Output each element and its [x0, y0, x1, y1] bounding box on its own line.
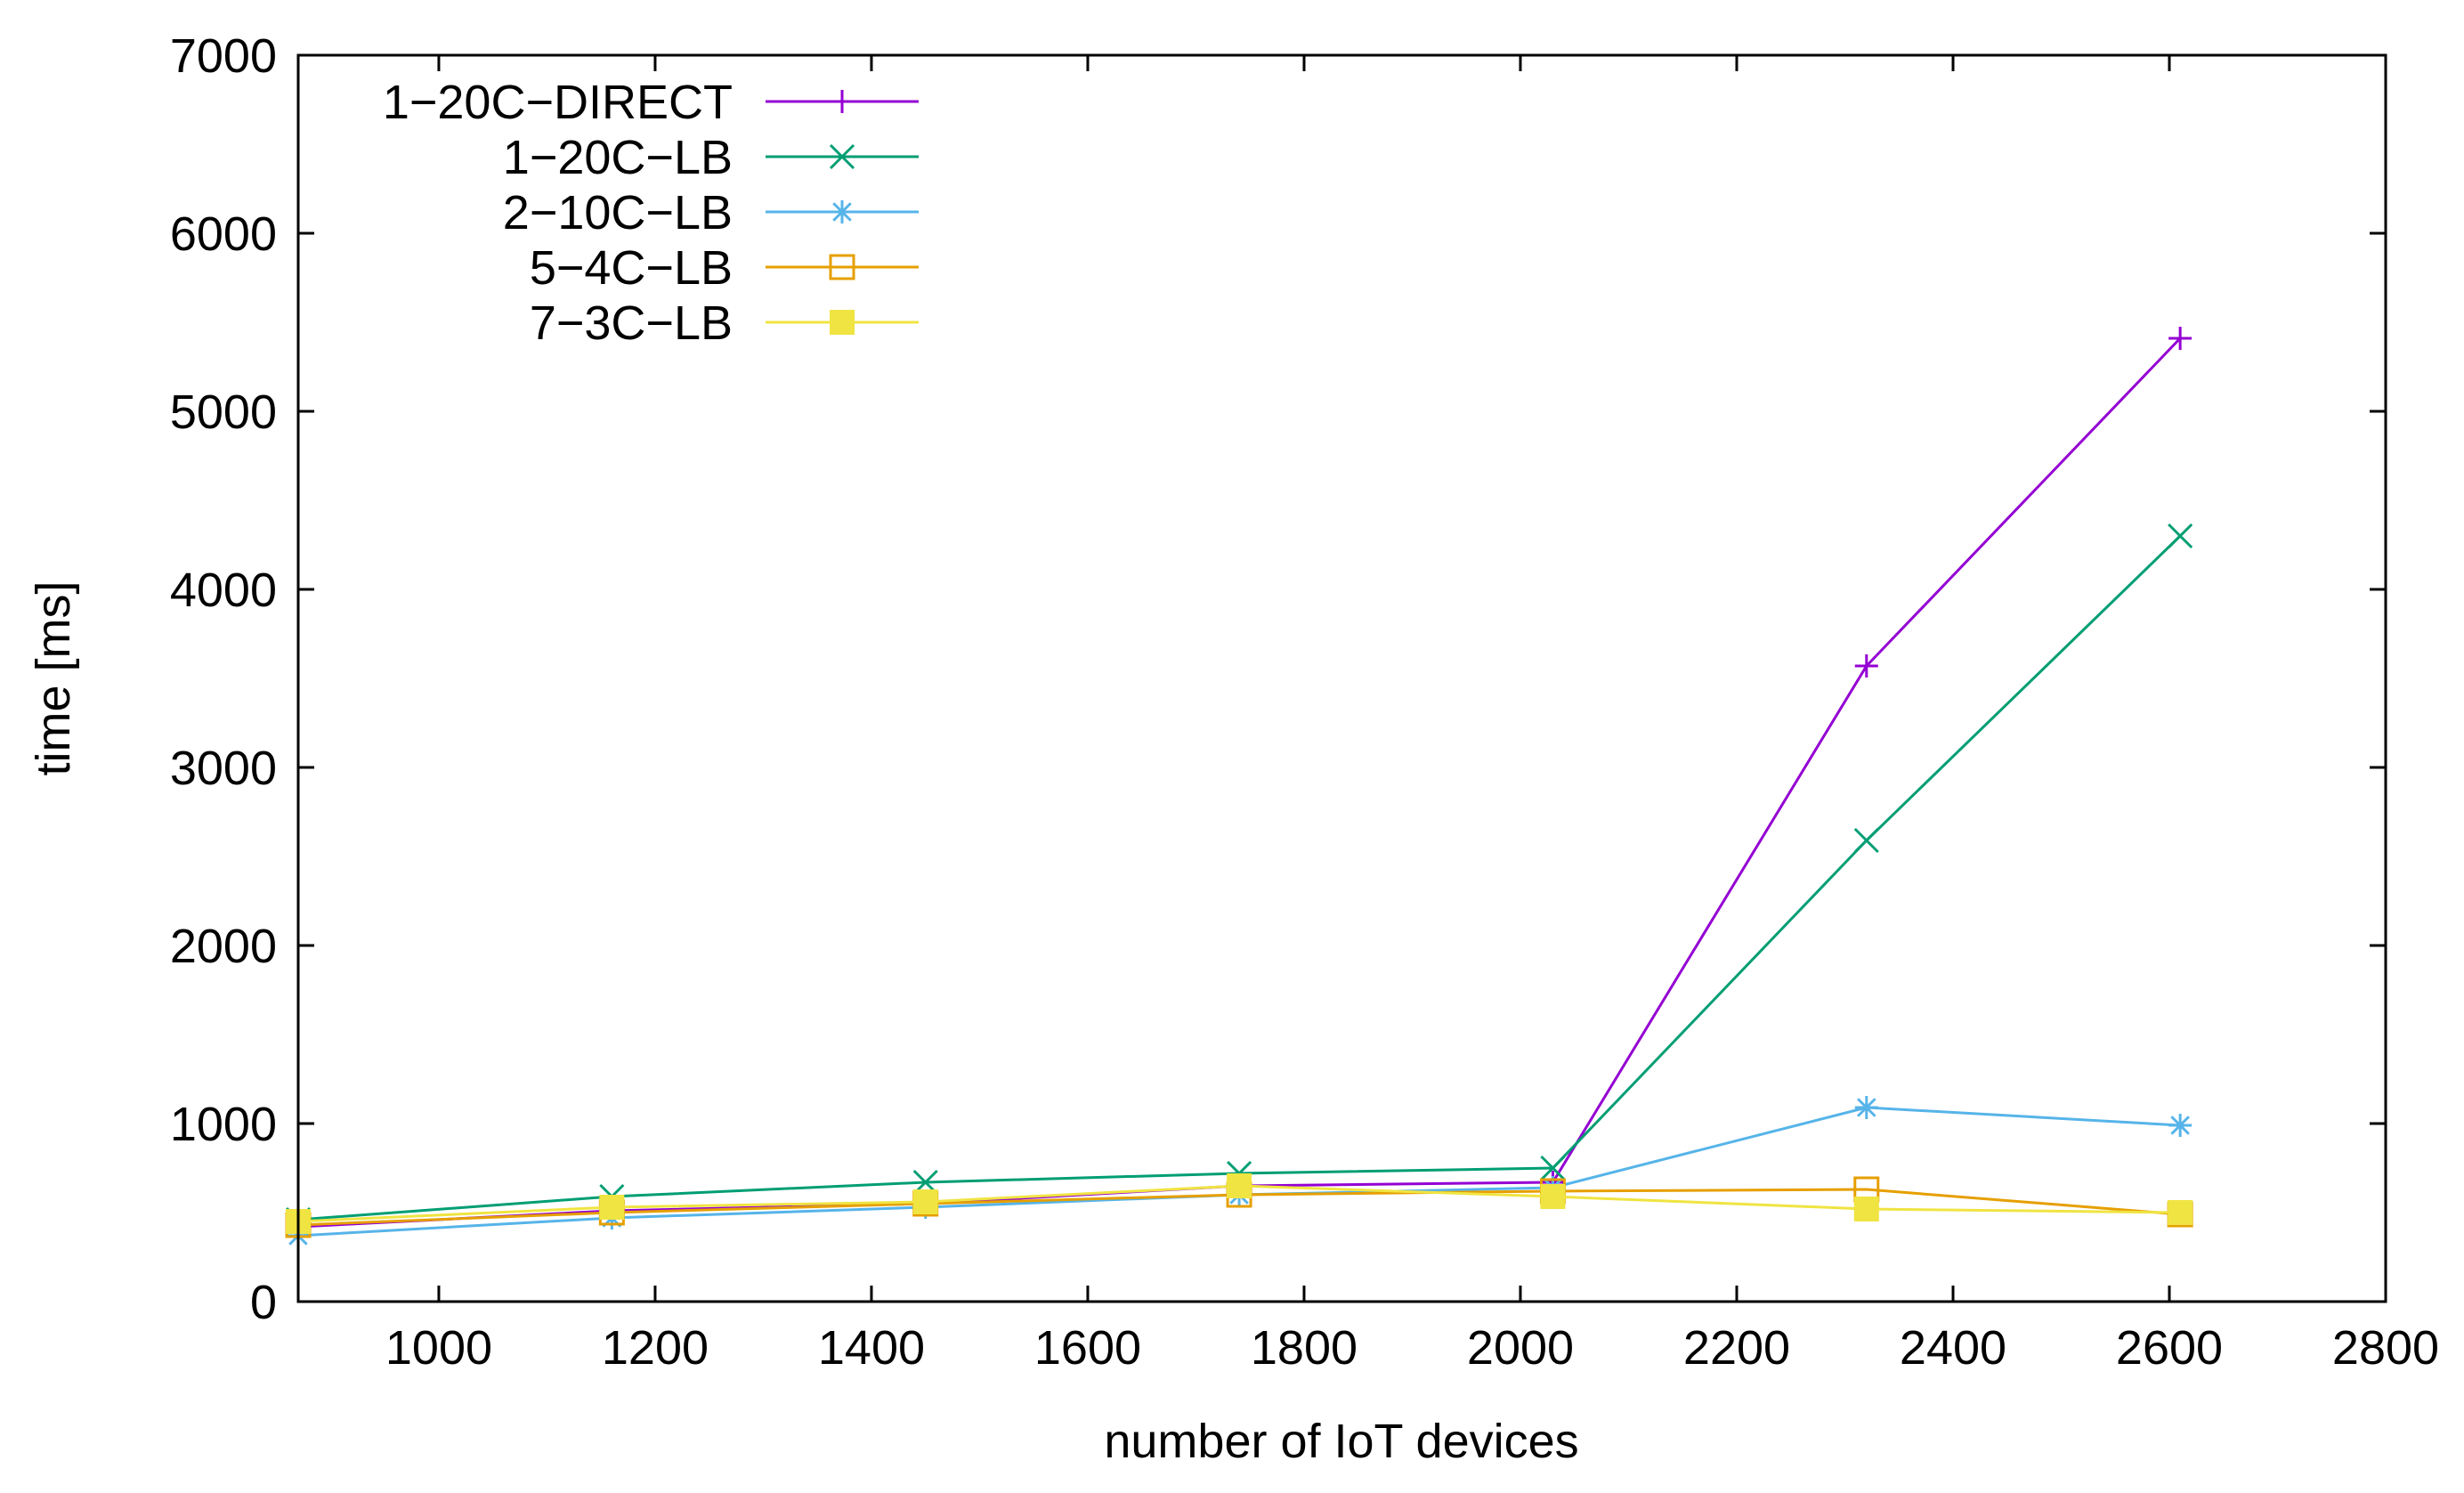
data-point: [1854, 654, 1878, 678]
series-5: [286, 1173, 2193, 1234]
data-point: [2168, 523, 2193, 549]
plot-frame: [296, 53, 2387, 1303]
legend-label: 1−20C−DIRECT: [383, 76, 733, 129]
y-tick-label: 6000: [170, 207, 277, 261]
y-tick-label: 7000: [170, 29, 277, 83]
legend-marker: [829, 143, 855, 170]
series-line: [297, 534, 2182, 1221]
data-point: [1540, 1155, 1566, 1181]
legend-marker: [829, 254, 855, 280]
x-tick-label: 2600: [2116, 1321, 2223, 1375]
axis-ticks: 0 1000 2000 3000 4000 5000 6000 7000 1000 1200 140…: [170, 29, 2439, 1375]
legend-label: 7−3C−LB: [530, 296, 733, 350]
legend-label: 2−10C−LB: [503, 186, 733, 239]
data-point: [1853, 827, 1879, 854]
data-point: [1540, 1184, 1566, 1209]
x-tick-label: 1000: [385, 1321, 492, 1375]
x-tick-label: 1200: [602, 1321, 709, 1375]
y-tick-label: 5000: [170, 385, 277, 439]
y-axis-label: time [ms]: [27, 580, 80, 775]
data-point: [2168, 1114, 2192, 1137]
data-point: [599, 1195, 625, 1220]
x-tick-label: 2400: [1900, 1321, 2006, 1375]
data-point: [1854, 1096, 1878, 1119]
x-tick-label: 2200: [1683, 1321, 1790, 1375]
legend: 1−20C−DIRECT1−20C−LB2−10C−LB5−4C−LB7−3C−…: [383, 76, 919, 350]
x-tick-label: 1800: [1251, 1321, 1358, 1375]
series-1: [287, 327, 2192, 1238]
x-axis-label: number of IoT devices: [1104, 1415, 1578, 1468]
y-tick-label: 4000: [170, 564, 277, 617]
data-point: [2168, 1200, 2193, 1225]
series-line: [297, 337, 2182, 1229]
legend-label: 1−20C−LB: [503, 131, 733, 184]
legend-marker: [831, 200, 854, 223]
y-tick-label: 2000: [170, 920, 277, 973]
legend-label: 5−4C−LB: [530, 241, 733, 295]
x-tick-label: 1600: [1034, 1321, 1141, 1375]
x-tick-label: 1400: [818, 1321, 925, 1375]
data-point: [1853, 1197, 1879, 1221]
data-point: [2168, 327, 2192, 350]
series-layer: [285, 327, 2193, 1247]
legend-marker: [831, 90, 854, 113]
y-tick-label: 0: [250, 1276, 277, 1329]
legend-marker: [830, 310, 855, 335]
y-tick-label: 1000: [170, 1098, 277, 1151]
y-tick-label: 3000: [170, 742, 277, 795]
data-point: [1227, 1173, 1252, 1198]
x-tick-label: 2000: [1467, 1321, 1574, 1375]
data-point: [912, 1189, 938, 1214]
x-tick-label: 2800: [2332, 1321, 2439, 1375]
series-2: [285, 523, 2193, 1233]
